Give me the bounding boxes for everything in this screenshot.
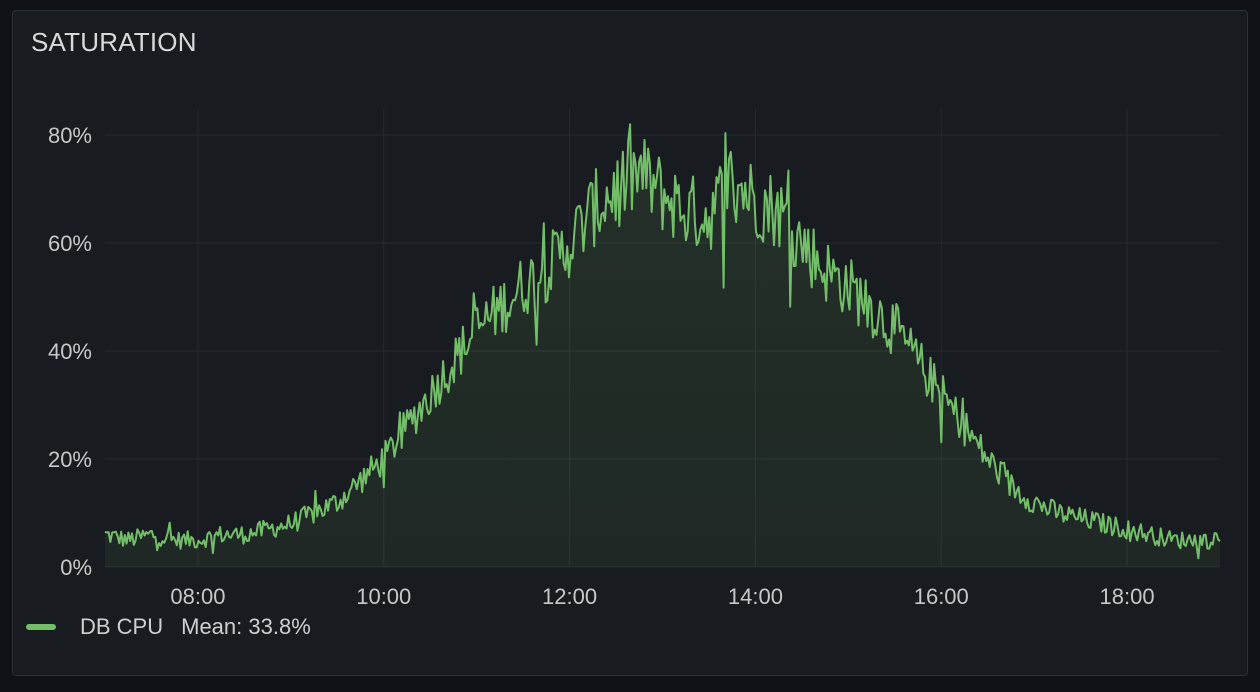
y-tick-label: 0% — [60, 555, 92, 580]
legend-series-name[interactable]: DB CPU — [80, 614, 163, 640]
y-tick-label: 60% — [48, 231, 92, 256]
x-tick-label: 10:00 — [356, 584, 411, 609]
x-tick-label: 18:00 — [1100, 584, 1155, 609]
x-tick-label: 14:00 — [728, 584, 783, 609]
y-tick-label: 80% — [48, 123, 92, 148]
x-tick-label: 16:00 — [914, 584, 969, 609]
y-tick-label: 20% — [48, 447, 92, 472]
y-tick-label: 40% — [48, 339, 92, 364]
x-tick-label: 12:00 — [542, 584, 597, 609]
legend-mean-value: Mean: 33.8% — [181, 614, 311, 640]
legend-swatch-db-cpu — [26, 624, 56, 630]
chart-legend[interactable]: DB CPU Mean: 33.8% — [26, 614, 311, 640]
x-tick-label: 08:00 — [170, 584, 225, 609]
